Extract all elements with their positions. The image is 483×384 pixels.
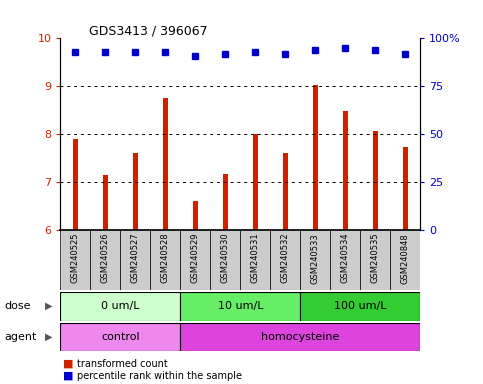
Text: GSM240535: GSM240535 bbox=[371, 233, 380, 283]
Bar bbox=[133, 152, 138, 230]
Text: 100 um/L: 100 um/L bbox=[334, 301, 386, 311]
FancyBboxPatch shape bbox=[270, 230, 300, 290]
Text: GDS3413 / 396067: GDS3413 / 396067 bbox=[89, 24, 208, 37]
Text: GSM240848: GSM240848 bbox=[401, 233, 410, 283]
Text: 10 um/L: 10 um/L bbox=[217, 301, 263, 311]
Bar bbox=[223, 174, 228, 230]
Bar bbox=[253, 134, 258, 230]
Text: GSM240528: GSM240528 bbox=[161, 233, 170, 283]
Bar bbox=[342, 111, 348, 230]
Text: agent: agent bbox=[5, 332, 37, 342]
Bar bbox=[283, 152, 288, 230]
FancyBboxPatch shape bbox=[390, 230, 420, 290]
Text: dose: dose bbox=[5, 301, 31, 311]
Bar bbox=[193, 200, 198, 230]
Bar bbox=[163, 98, 168, 230]
Text: GSM240534: GSM240534 bbox=[341, 233, 350, 283]
FancyBboxPatch shape bbox=[180, 230, 210, 290]
FancyBboxPatch shape bbox=[300, 230, 330, 290]
Text: GSM240526: GSM240526 bbox=[101, 233, 110, 283]
Text: transformed count: transformed count bbox=[77, 359, 168, 369]
FancyBboxPatch shape bbox=[90, 230, 120, 290]
FancyBboxPatch shape bbox=[330, 230, 360, 290]
Text: GSM240527: GSM240527 bbox=[131, 233, 140, 283]
FancyBboxPatch shape bbox=[60, 230, 90, 290]
Text: ▶: ▶ bbox=[44, 332, 52, 342]
Text: GSM240533: GSM240533 bbox=[311, 233, 320, 283]
Text: percentile rank within the sample: percentile rank within the sample bbox=[77, 371, 242, 381]
Bar bbox=[402, 147, 408, 230]
Bar bbox=[72, 139, 78, 230]
FancyBboxPatch shape bbox=[300, 292, 420, 321]
FancyBboxPatch shape bbox=[180, 292, 300, 321]
FancyBboxPatch shape bbox=[120, 230, 150, 290]
Bar bbox=[103, 175, 108, 230]
FancyBboxPatch shape bbox=[180, 323, 420, 351]
Text: GSM240532: GSM240532 bbox=[281, 233, 290, 283]
Text: ▶: ▶ bbox=[44, 301, 52, 311]
Text: GSM240529: GSM240529 bbox=[191, 233, 200, 283]
Text: homocysteine: homocysteine bbox=[261, 332, 340, 342]
FancyBboxPatch shape bbox=[210, 230, 241, 290]
FancyBboxPatch shape bbox=[241, 230, 270, 290]
Text: ■: ■ bbox=[63, 359, 73, 369]
FancyBboxPatch shape bbox=[60, 323, 180, 351]
Text: GSM240525: GSM240525 bbox=[71, 233, 80, 283]
Text: GSM240531: GSM240531 bbox=[251, 233, 260, 283]
FancyBboxPatch shape bbox=[150, 230, 180, 290]
FancyBboxPatch shape bbox=[60, 292, 180, 321]
FancyBboxPatch shape bbox=[360, 230, 390, 290]
Bar bbox=[313, 86, 318, 230]
Text: 0 um/L: 0 um/L bbox=[101, 301, 140, 311]
Text: control: control bbox=[101, 332, 140, 342]
Text: GSM240530: GSM240530 bbox=[221, 233, 230, 283]
Bar bbox=[372, 131, 378, 230]
Text: ■: ■ bbox=[63, 371, 73, 381]
